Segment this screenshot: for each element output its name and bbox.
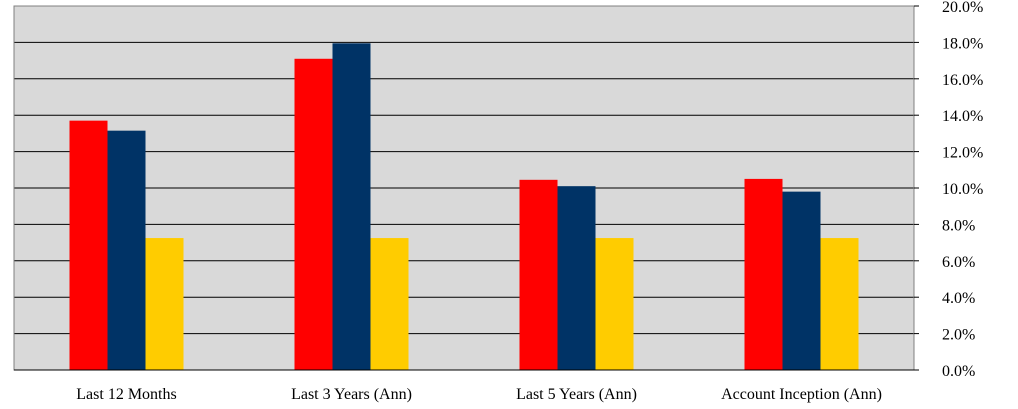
bar [519,179,558,370]
y-tick-label: 6.0% [942,254,975,271]
y-tick-label: 2.0% [942,327,975,344]
y-tick-label: 12.0% [942,145,983,162]
bar [595,238,634,370]
bar [332,43,371,371]
bars [69,43,859,371]
y-tick-label: 14.0% [942,108,983,125]
y-tick-label: 8.0% [942,217,975,234]
x-category-label: Last 5 Years (Ann) [516,386,637,403]
bar [820,238,859,370]
y-tick-label: 18.0% [942,35,983,52]
bar [294,58,333,370]
bar [145,238,184,370]
y-tick-label: 4.0% [942,290,975,307]
y-tick-label: 16.0% [942,72,983,89]
y-tick-label: 0.0% [942,363,975,380]
bar [557,186,596,370]
x-category-label: Account Inception (Ann) [721,386,882,403]
bar [782,191,821,370]
y-tick-label: 20.0% [942,0,983,16]
bar [370,238,409,370]
y-axis-ticks: 0.0% 2.0% 4.0% 6.0% 8.0% 10.0% 12.0% 14.0% 16.0%… [914,0,983,380]
bar [744,178,783,370]
bar [107,130,146,370]
x-axis-labels: Last 12 Months Last 3 Years (Ann) Last 5 Y… [76,386,882,403]
bar [69,120,108,370]
x-category-label: Last 3 Years (Ann) [291,386,412,403]
x-category-label: Last 12 Months [76,386,176,403]
y-tick-label: 10.0% [942,181,983,198]
